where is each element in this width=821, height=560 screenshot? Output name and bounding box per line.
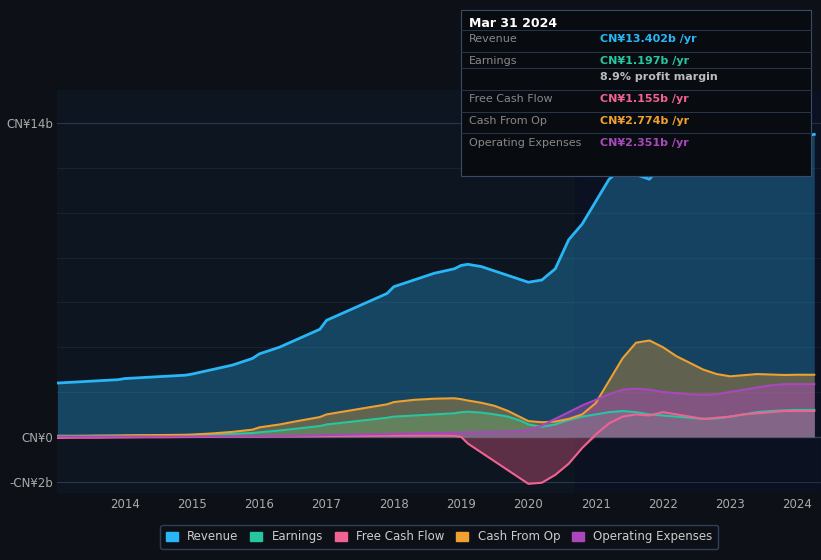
Bar: [576, 90, 821, 493]
Text: CN¥13.402b /yr: CN¥13.402b /yr: [600, 34, 697, 44]
Text: CN¥2.351b /yr: CN¥2.351b /yr: [600, 138, 689, 148]
Text: 8.9% profit margin: 8.9% profit margin: [600, 72, 718, 82]
Text: CN¥1.155b /yr: CN¥1.155b /yr: [600, 94, 689, 104]
Text: CN¥1.197b /yr: CN¥1.197b /yr: [600, 56, 690, 66]
Legend: Revenue, Earnings, Free Cash Flow, Cash From Op, Operating Expenses: Revenue, Earnings, Free Cash Flow, Cash …: [160, 525, 718, 549]
Text: CN¥2.774b /yr: CN¥2.774b /yr: [600, 116, 690, 126]
Text: Mar 31 2024: Mar 31 2024: [469, 17, 557, 30]
Text: Operating Expenses: Operating Expenses: [469, 138, 581, 148]
Text: Cash From Op: Cash From Op: [469, 116, 547, 126]
Text: Revenue: Revenue: [469, 34, 517, 44]
Text: Free Cash Flow: Free Cash Flow: [469, 94, 553, 104]
Text: Earnings: Earnings: [469, 56, 517, 66]
